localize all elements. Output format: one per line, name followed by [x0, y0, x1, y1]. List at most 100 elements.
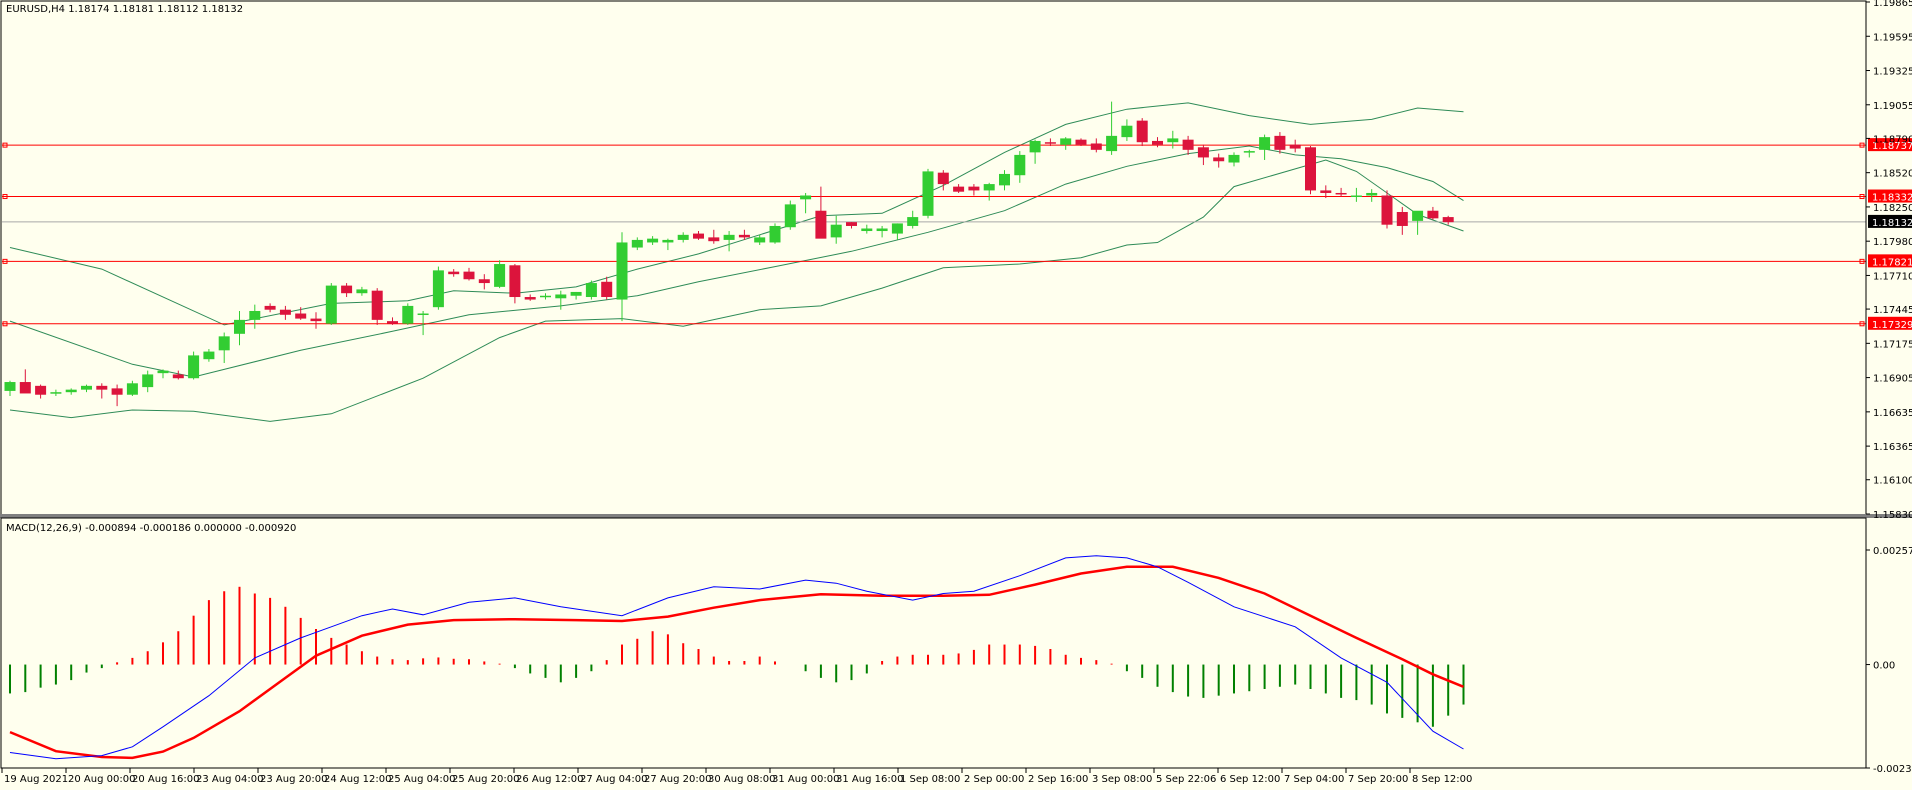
- candle-body: [677, 234, 689, 240]
- hline-anchor-left: [2, 142, 8, 148]
- hline-anchor-left: [2, 194, 8, 200]
- chart-title: EURUSD,H4 1.18174 1.18181 1.18112 1.1813…: [6, 4, 243, 15]
- candle-body: [157, 370, 169, 374]
- hline-price-label: 1.17821: [1872, 257, 1912, 268]
- candle-body: [1350, 195, 1362, 198]
- candle-body: [800, 195, 812, 200]
- price-tick-label: 1.16635: [1873, 408, 1912, 419]
- candle-body: [1259, 137, 1271, 150]
- time-tick-label: 2 Sep 00:00: [964, 774, 1024, 785]
- candle-body: [356, 289, 368, 294]
- candle-body: [555, 294, 567, 299]
- hline-price-label: 1.18737: [1872, 141, 1912, 152]
- candle-body: [1152, 140, 1163, 145]
- candle-body: [1320, 190, 1332, 193]
- time-tick-label: 31 Aug 00:00: [772, 774, 839, 785]
- candle-body: [1289, 144, 1301, 149]
- candle-body: [371, 290, 383, 320]
- time-tick-label: 30 Aug 08:00: [708, 774, 775, 785]
- macd-layer: [9, 555, 1465, 760]
- price-tick-label: 1.19865: [1873, 0, 1912, 9]
- time-tick-label: 7 Sep 04:00: [1284, 774, 1344, 785]
- candle-body: [142, 374, 154, 388]
- candle-body: [708, 237, 720, 242]
- candle-body: [19, 382, 31, 394]
- candle-body: [81, 385, 92, 390]
- candle-body: [188, 355, 200, 379]
- time-tick-label: 3 Sep 08:00: [1092, 774, 1152, 785]
- candle-body: [953, 186, 965, 192]
- hline-anchor-right: [1859, 142, 1865, 148]
- time-tick-label: 27 Aug 04:00: [580, 774, 647, 785]
- hline-price-tag: [1868, 316, 1912, 330]
- candle-body: [463, 271, 475, 280]
- candle-body: [478, 279, 490, 284]
- time-tick-label: 2 Sep 16:00: [1028, 774, 1088, 785]
- candle-body: [341, 285, 353, 294]
- candle-body: [35, 385, 47, 395]
- hline-anchor-left: [2, 258, 8, 264]
- candle-body: [1121, 125, 1133, 138]
- candle-body: [999, 173, 1010, 186]
- time-tick-label: 23 Aug 20:00: [260, 774, 327, 785]
- hline-price-tag: [1868, 189, 1912, 203]
- candles-layer: [4, 101, 1454, 407]
- price-tick-label: 1.16365: [1873, 442, 1912, 453]
- candle-body: [1427, 210, 1439, 219]
- candle-body: [647, 238, 659, 243]
- candle-body: [494, 264, 506, 287]
- candle-body: [1274, 135, 1286, 150]
- price-tick-label: 1.19055: [1873, 101, 1912, 112]
- candle-body: [432, 270, 444, 308]
- candle-body: [540, 295, 551, 298]
- hline-price-label: 1.18332: [1872, 193, 1912, 204]
- time-tick-label: 20 Aug 00:00: [68, 774, 135, 785]
- candle-body: [203, 351, 215, 360]
- hline-price-tag: [1868, 254, 1912, 268]
- candle-body: [723, 234, 735, 240]
- candle-body: [1396, 212, 1408, 226]
- candle-body: [861, 228, 873, 232]
- horizontal-price-lines: 1.18737 1.18332 1.17821 1.17329 1.18132: [2, 138, 1912, 331]
- candle-body: [1442, 217, 1454, 223]
- panel-separator: [0, 514, 1912, 518]
- time-tick-label: 7 Sep 20:00: [1348, 774, 1408, 785]
- candle-body: [249, 310, 261, 320]
- candle-body: [172, 374, 184, 379]
- candle-body: [509, 265, 521, 298]
- candle-body: [876, 228, 888, 232]
- time-tick-label: 19 Aug 2021: [4, 774, 68, 785]
- candle-body: [830, 224, 842, 238]
- hline-anchor-right: [1859, 194, 1865, 200]
- price-tick-label: 1.19595: [1873, 32, 1912, 43]
- candle-body: [983, 184, 995, 191]
- candle-body: [937, 172, 949, 185]
- candle-body: [1335, 192, 1347, 195]
- time-tick-label: 6 Sep 12:00: [1220, 774, 1280, 785]
- time-tick-label: 27 Aug 20:00: [644, 774, 711, 785]
- candle-body: [4, 382, 16, 391]
- candle-body: [1014, 154, 1026, 176]
- macd-title: MACD(12,26,9) -0.000894 -0.000186 0.0000…: [6, 523, 296, 534]
- candle-body: [96, 385, 108, 390]
- candle-body: [585, 283, 597, 298]
- time-tick-label: 31 Aug 16:00: [836, 774, 903, 785]
- candle-body: [907, 217, 919, 226]
- macd-main-line: [9, 555, 1464, 760]
- price-tick-label: 1.15830: [1873, 510, 1912, 521]
- time-tick-label: 24 Aug 12:00: [324, 774, 391, 785]
- price-tick-label: 1.17175: [1873, 339, 1912, 350]
- candle-body: [1182, 139, 1194, 150]
- candle-body: [631, 239, 643, 248]
- candle-body: [1197, 147, 1209, 158]
- candle-body: [234, 319, 245, 334]
- candle-body: [417, 313, 429, 316]
- price-tick-label: 1.19325: [1873, 67, 1912, 78]
- candle-body: [922, 171, 934, 216]
- candle-body: [1044, 142, 1056, 144]
- candle-body: [570, 291, 582, 296]
- candle-body: [1228, 154, 1240, 163]
- time-tick-label: 25 Aug 04:00: [388, 774, 455, 785]
- candle-body: [1167, 138, 1179, 143]
